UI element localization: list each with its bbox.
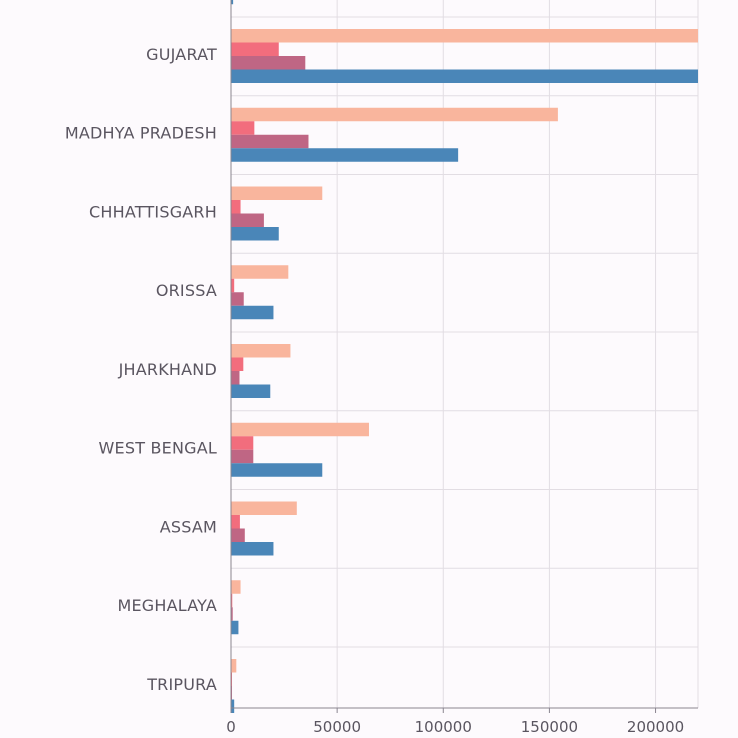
bar xyxy=(231,620,239,635)
bar xyxy=(231,69,698,83)
bar xyxy=(231,528,245,542)
x-tick-label: 100000 xyxy=(415,718,472,736)
bar xyxy=(231,699,235,713)
bar xyxy=(231,659,237,673)
bar xyxy=(231,436,254,450)
bar xyxy=(231,278,235,293)
bar xyxy=(231,305,274,320)
category-label: ASSAM xyxy=(160,517,217,536)
bar xyxy=(231,371,240,385)
category-label: JHARKHAND xyxy=(118,360,217,379)
bar xyxy=(231,186,323,200)
bar xyxy=(231,607,233,621)
bar xyxy=(231,265,289,279)
bar xyxy=(231,344,291,358)
bar xyxy=(231,449,254,464)
bar xyxy=(231,292,244,306)
category-label: WEST BENGAL xyxy=(99,439,217,458)
bar xyxy=(231,384,271,398)
x-tick-label: 0 xyxy=(226,718,236,736)
category-label: GUJARAT xyxy=(146,45,217,64)
axis-layer xyxy=(230,0,698,713)
category-label: MEGHALAYA xyxy=(117,596,217,615)
x-tick-label: 150000 xyxy=(521,718,578,736)
bar xyxy=(231,357,244,371)
category-label: TRIPURA xyxy=(146,675,217,694)
grid-layer xyxy=(231,0,699,708)
bar xyxy=(231,501,297,515)
bar xyxy=(231,580,241,594)
bar xyxy=(231,107,558,122)
bars-layer xyxy=(231,0,698,713)
bar xyxy=(231,227,279,241)
bar xyxy=(231,148,459,162)
bar xyxy=(231,134,309,149)
bar xyxy=(231,422,369,437)
bar xyxy=(231,56,306,70)
bar xyxy=(231,29,698,43)
bar xyxy=(231,463,323,477)
category-label: ORISSA xyxy=(156,281,217,300)
bar xyxy=(231,515,240,529)
labels-layer: GUJARAT MADHYA PRADESH CHHATTISGARH ORISSA J… xyxy=(65,45,684,736)
bar xyxy=(231,0,234,5)
x-tick-label: 50000 xyxy=(313,718,361,736)
bar xyxy=(231,121,255,135)
bar xyxy=(231,542,274,556)
bar xyxy=(231,42,279,56)
bar xyxy=(231,200,241,214)
category-label: CHHATTISGARH xyxy=(89,202,217,221)
bar xyxy=(231,593,233,608)
bar xyxy=(231,213,264,227)
x-tick-label: 200000 xyxy=(627,718,684,736)
category-label: MADHYA PRADESH xyxy=(65,124,217,143)
